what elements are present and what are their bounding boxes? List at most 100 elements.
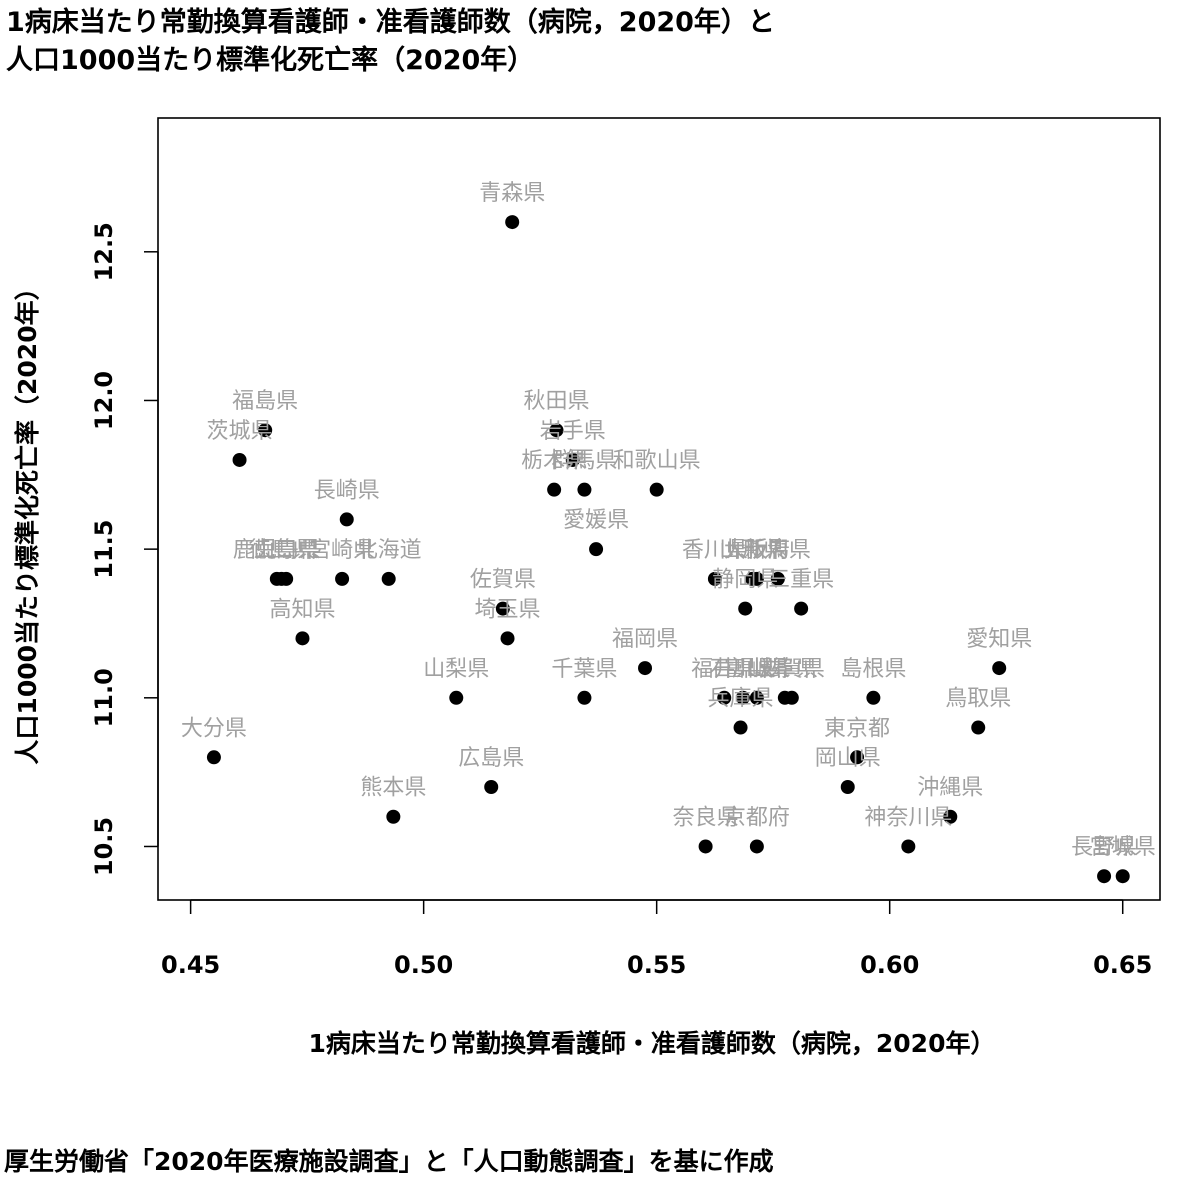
data-label: 福岡県	[612, 627, 678, 652]
x-tick-label: 0.50	[394, 951, 453, 979]
data-label: 沖縄県	[917, 776, 983, 801]
data-point	[1115, 869, 1130, 884]
data-label: 岡山県	[815, 746, 881, 771]
data-point	[698, 839, 713, 854]
data-point	[484, 780, 499, 795]
data-label: 山口県	[253, 538, 319, 563]
source-caption: 厚生労働省「2020年医療施設調査」と「人口動態調査」を基に作成	[4, 1147, 774, 1176]
data-point	[381, 571, 396, 586]
data-label: 富山県	[724, 657, 790, 682]
data-point	[971, 720, 986, 735]
data-label: 佐賀県	[470, 568, 536, 593]
data-label: 奈良県	[673, 805, 739, 830]
data-point	[577, 482, 592, 497]
data-label: 大阪府	[724, 538, 790, 563]
data-point	[840, 780, 855, 795]
data-label: 鹿児島県	[233, 538, 321, 563]
data-label: 熊本県	[360, 776, 426, 801]
data-label: 滋賀県	[759, 657, 825, 682]
data-point	[565, 452, 580, 467]
data-point	[735, 690, 750, 705]
plot-frame	[157, 117, 1161, 901]
data-label: 茨城県	[207, 419, 273, 444]
data-label: 青森県	[479, 181, 545, 206]
data-point	[866, 690, 881, 705]
scatter-plot: 0.45 0.50 0.55 0.60 0.65 10.5 11.0 11.5 12.0 12.…	[13, 117, 1161, 1058]
data-point	[784, 690, 799, 705]
data-point	[733, 720, 748, 735]
x-axis-title: 1病床当たり常勤換算看護師・准看護師数（病院，2020年）	[309, 1029, 996, 1058]
data-label: 福井県	[691, 657, 757, 682]
data-point	[335, 571, 350, 586]
data-label: 東京都	[824, 716, 890, 741]
x-tick-label: 0.45	[161, 951, 220, 979]
data-point	[206, 750, 221, 765]
data-label: 石川県	[710, 657, 776, 682]
chart-title-line-1: 1病床当たり常勤換算看護師・准看護師数（病院，2020年）と	[6, 7, 775, 38]
x-axis: 0.45 0.50 0.55 0.60 0.65	[161, 899, 1152, 979]
data-label: 長崎県	[314, 478, 380, 503]
data-point	[749, 571, 764, 586]
data-point	[547, 482, 562, 497]
data-label: 神奈川県	[864, 805, 952, 830]
data-point	[992, 661, 1007, 676]
data-label: 山形県	[719, 538, 785, 563]
data-label: 北海道	[356, 538, 422, 563]
data-point	[495, 601, 510, 616]
x-tick-label: 0.65	[1093, 951, 1152, 979]
data-label: 徳島県	[248, 538, 314, 563]
data-label: 三重県	[768, 568, 834, 593]
data-point	[749, 839, 764, 854]
data-point	[770, 571, 785, 586]
data-label: 高知県	[269, 597, 335, 622]
chart-title: 1病床当たり常勤換算看護師・准看護師数（病院，2020年）と 人口1000当たり…	[6, 4, 775, 80]
data-label: 宮崎県	[309, 538, 375, 563]
data-point	[749, 690, 764, 705]
y-tick-label: 12.0	[90, 371, 118, 430]
data-point	[794, 601, 809, 616]
data-label: 長野県	[1071, 835, 1137, 860]
data-label: 兵庫県	[708, 687, 774, 712]
data-point	[638, 661, 653, 676]
data-label: 京都府	[724, 805, 790, 830]
data-point	[449, 690, 464, 705]
data-label: 岐阜県	[752, 657, 818, 682]
data-point	[279, 571, 294, 586]
data-point	[549, 423, 564, 438]
data-point	[738, 601, 753, 616]
data-label: 宮城県	[1090, 835, 1156, 860]
data-point	[943, 809, 958, 824]
data-label: 新潟県	[745, 538, 811, 563]
data-point	[339, 512, 354, 527]
data-point	[717, 690, 732, 705]
data-point	[577, 690, 592, 705]
data-label: 千葉県	[551, 657, 617, 682]
data-label: 群馬県	[551, 449, 617, 474]
y-tick-label: 11.5	[90, 520, 118, 579]
x-tick-label: 0.55	[627, 951, 686, 979]
data-point	[850, 750, 865, 765]
y-axis: 10.5 11.0 11.5 12.0 12.5	[90, 222, 159, 876]
data-label: 福島県	[232, 389, 298, 414]
data-label: 香川県	[682, 538, 748, 563]
data-point	[505, 215, 520, 230]
chart-title-line-2: 人口1000当たり標準化死亡率（2020年）	[6, 45, 535, 76]
data-label: 栃木県	[521, 449, 587, 474]
data-label: 岩手県	[540, 419, 606, 444]
data-point	[1097, 869, 1112, 884]
y-tick-label: 10.5	[90, 817, 118, 876]
data-label: 山梨県	[423, 657, 489, 682]
y-tick-label: 12.5	[90, 222, 118, 281]
data-label: 和歌山県	[613, 449, 701, 474]
data-label: 鳥取県	[945, 687, 1011, 712]
data-point	[258, 423, 273, 438]
data-point	[707, 571, 722, 586]
data-label: 島根県	[840, 657, 906, 682]
data-point	[589, 542, 604, 557]
data-point	[386, 809, 401, 824]
data-label: 埼玉県	[475, 597, 541, 622]
data-point	[500, 631, 515, 646]
data-label: 静岡県	[712, 568, 778, 593]
data-label: 大分県	[181, 716, 247, 741]
